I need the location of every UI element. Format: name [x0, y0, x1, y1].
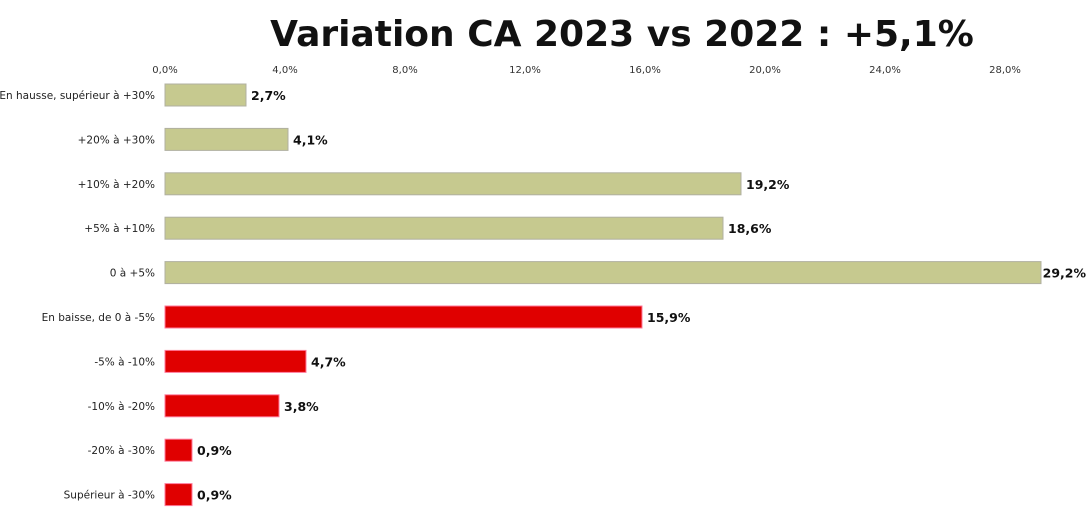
- bar: [164, 127, 289, 151]
- bar: [164, 172, 742, 196]
- x-tick-label: 0,0%: [152, 65, 177, 76]
- category-label: -20% à -30%: [88, 445, 155, 457]
- bar: [164, 438, 193, 462]
- category-label: -10% à -20%: [88, 401, 155, 413]
- x-tick-label: 12,0%: [509, 65, 541, 76]
- data-label: 4,7%: [311, 354, 346, 369]
- bar: [164, 83, 247, 107]
- data-label: 19,2%: [746, 177, 790, 192]
- chart-title: Variation CA 2023 vs 2022 : +5,1%: [270, 14, 974, 55]
- category-label: 0 à +5%: [110, 268, 155, 280]
- bar: [164, 261, 1042, 285]
- category-label: Supérieur à -30%: [64, 490, 155, 502]
- data-label: 2,7%: [251, 88, 286, 103]
- data-label: 4,1%: [293, 132, 328, 147]
- bar: [164, 483, 193, 507]
- category-label: +10% à +20%: [78, 179, 155, 191]
- category-label: En hausse, supérieur à +30%: [0, 90, 155, 102]
- data-label: 15,9%: [647, 310, 691, 325]
- data-label: 3,8%: [284, 399, 319, 414]
- category-label: -5% à -10%: [94, 356, 155, 368]
- bar: [164, 216, 724, 240]
- x-tick-label: 4,0%: [272, 65, 297, 76]
- data-label: 0,9%: [197, 443, 232, 458]
- x-tick-label: 24,0%: [869, 65, 901, 76]
- category-label: +20% à +30%: [78, 134, 155, 146]
- bar: [164, 349, 307, 373]
- x-tick-label: 16,0%: [629, 65, 661, 76]
- data-label: 29,2%: [1043, 266, 1087, 281]
- category-label: +5% à +10%: [84, 223, 155, 235]
- x-tick-label: 28,0%: [989, 65, 1021, 76]
- bar: [164, 305, 643, 329]
- data-label: 18,6%: [728, 221, 772, 236]
- category-label: En baisse, de 0 à -5%: [42, 312, 155, 324]
- bar: [164, 394, 280, 418]
- data-label: 0,9%: [197, 488, 232, 503]
- x-tick-label: 8,0%: [392, 65, 417, 76]
- x-tick-label: 20,0%: [749, 65, 781, 76]
